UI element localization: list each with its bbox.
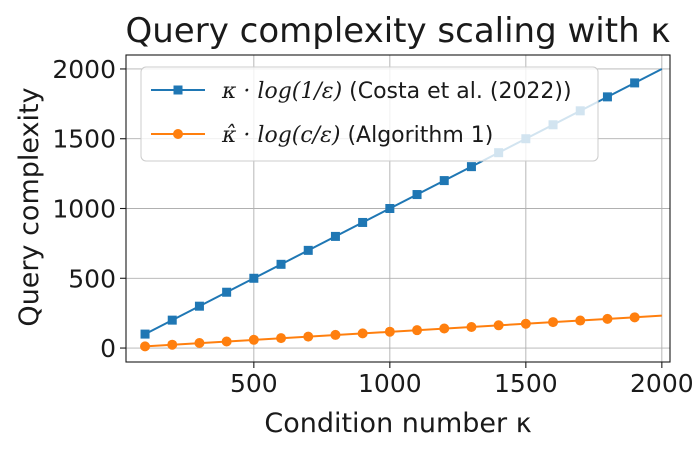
x-tick-label: 2000: [630, 369, 692, 398]
data-point: [602, 313, 613, 324]
data-point: [249, 273, 259, 283]
data-point: [384, 326, 395, 337]
data-point: [466, 162, 476, 172]
data-point: [630, 78, 640, 88]
chart-title: Query complexity scaling with κ: [126, 11, 671, 51]
data-point: [330, 329, 341, 340]
data-point: [385, 204, 395, 213]
data-point: [358, 217, 368, 227]
legend-label-math: κ̂ · log(c/ε): [221, 123, 347, 148]
x-tick-label: 1500: [494, 369, 558, 398]
legend-label-math: κ · log(1/ε): [221, 79, 349, 104]
data-point: [303, 245, 313, 255]
data-point: [140, 341, 151, 352]
series-2: [140, 312, 662, 352]
ticks: 500 1000 1500 2000 0 500 1000 1500 2000: [52, 55, 692, 398]
data-point: [248, 334, 259, 345]
y-tick-label: 2000: [52, 55, 116, 84]
legend-entry-2: κ̂ · log(c/ε) (Algorithm 1): [151, 123, 493, 148]
data-point: [412, 325, 423, 336]
x-tick-label: 1000: [358, 369, 422, 398]
data-point: [493, 320, 504, 331]
legend-label: κ̂ · log(c/ε) (Algorithm 1): [221, 123, 493, 148]
data-point: [330, 231, 340, 241]
data-point: [303, 331, 314, 342]
data-point: [276, 259, 286, 269]
data-point: [167, 315, 177, 325]
data-point: [194, 301, 204, 311]
x-axis-label: Condition number κ: [264, 408, 531, 439]
legend-label-text: (Algorithm 1): [347, 123, 493, 148]
data-point: [221, 336, 232, 347]
y-tick-label: 500: [68, 264, 116, 293]
legend-entry-1: κ · log(1/ε) (Costa et al. (2022)): [151, 79, 572, 104]
x-tick-label: 500: [230, 369, 278, 398]
legend: κ · log(1/ε) (Costa et al. (2022))κ̂ · l…: [140, 66, 599, 162]
legend-label: κ · log(1/ε) (Costa et al. (2022)): [221, 79, 572, 104]
data-point: [629, 312, 640, 323]
data-point: [439, 176, 449, 186]
y-axis-label: Query complexity: [14, 87, 45, 326]
y-tick-label: 1500: [52, 125, 116, 154]
legend-box: [140, 66, 599, 162]
data-point: [412, 190, 422, 200]
y-tick-label: 0: [100, 334, 116, 363]
data-point: [439, 323, 450, 334]
data-point: [167, 339, 178, 350]
data-point: [357, 328, 368, 339]
data-point: [466, 321, 477, 332]
legend-marker: [173, 129, 183, 139]
data-point: [140, 329, 150, 339]
data-point: [194, 338, 205, 349]
legend-marker: [173, 85, 183, 95]
data-point: [520, 318, 531, 329]
legend-label-text: (Costa et al. (2022)): [349, 79, 571, 104]
data-point: [548, 317, 559, 328]
data-point: [276, 333, 287, 344]
y-tick-label: 1000: [52, 195, 116, 224]
data-point: [602, 92, 612, 102]
data-point: [222, 287, 232, 297]
data-point: [575, 315, 586, 326]
